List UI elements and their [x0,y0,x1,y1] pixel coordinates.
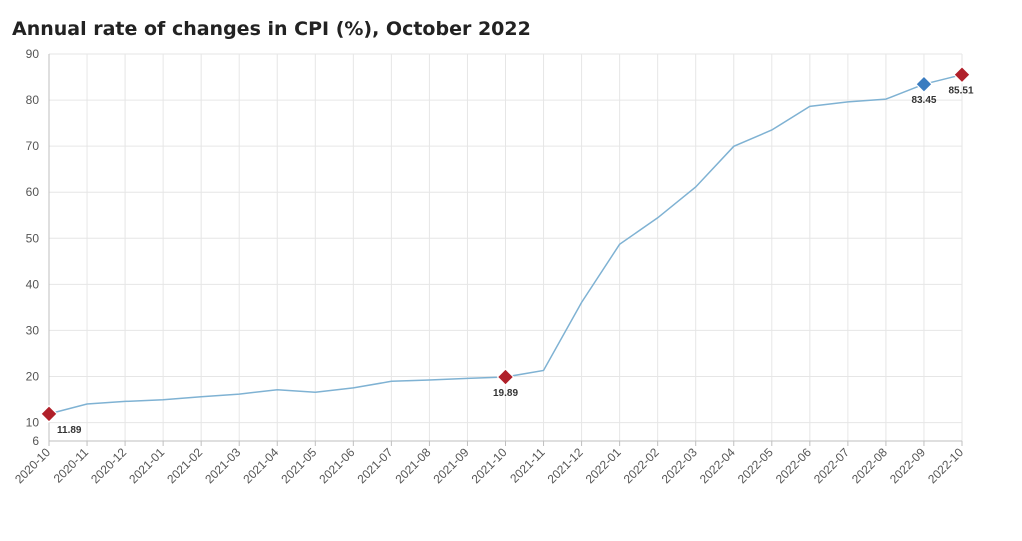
data-label-2022-10: 85.51 [948,86,973,97]
y-tick-label-20: 20 [26,370,40,384]
x-tick-label-2021-04: 2021-04 [240,445,281,486]
data-label-2020-10: 11.89 [57,425,82,436]
x-tick-label-2022-05: 2022-05 [735,445,776,486]
y-tick-label-80: 80 [26,93,40,107]
x-tick-label-2021-12: 2021-12 [545,445,586,486]
x-tick-label-2022-03: 2022-03 [659,445,700,486]
y-tick-label-30: 30 [26,323,40,337]
y-tick-label-6: 6 [32,434,39,448]
y-tick-label-90: 90 [26,47,40,61]
x-tick-label-2021-06: 2021-06 [316,445,357,486]
x-tick-label-2022-08: 2022-08 [849,445,890,486]
x-tick-label-2021-08: 2021-08 [392,445,433,486]
y-tick-label-50: 50 [26,231,40,245]
x-tick-label-2020-10: 2020-10 [12,445,53,486]
y-tick-label-10: 10 [26,416,40,430]
x-tick-label-2022-09: 2022-09 [887,445,928,486]
y-tick-label-60: 60 [26,185,40,199]
x-tick-label-2021-03: 2021-03 [202,445,243,486]
x-tick-label-2020-12: 2020-12 [88,445,129,486]
x-tick-label-2021-09: 2021-09 [431,445,472,486]
x-tick-label-2021-11: 2021-11 [507,445,548,486]
x-tick-label-2022-01: 2022-01 [583,445,624,486]
x-tick-label-2020-11: 2020-11 [51,445,92,486]
data-point-marker-2021-10[interactable] [496,368,515,386]
data-point-marker-2020-10[interactable] [40,405,58,423]
x-tick-label-2021-05: 2021-05 [278,445,319,486]
x-tick-label-2022-04: 2022-04 [697,445,738,486]
y-tick-label-40: 40 [26,277,40,291]
x-tick-label-2021-01: 2021-01 [126,445,167,486]
x-tick-label-2021-07: 2021-07 [354,445,395,486]
data-point-marker-2022-09[interactable] [915,75,933,94]
x-tick-label-2021-02: 2021-02 [164,445,205,486]
data-label-2022-09: 83.45 [911,95,936,106]
x-tick-label-2021-10: 2021-10 [469,445,510,486]
chart-title: Annual rate of changes in CPI (%), Octob… [12,18,531,40]
y-tick-label-70: 70 [26,139,40,153]
data-point-marker-2022-10[interactable] [953,65,971,84]
x-tick-label-2022-07: 2022-07 [811,445,852,486]
x-tick-label-2022-02: 2022-02 [621,445,662,486]
x-tick-label-2022-10: 2022-10 [925,445,966,486]
data-label-2021-10: 19.89 [493,388,518,399]
x-tick-label-2022-06: 2022-06 [773,445,814,486]
